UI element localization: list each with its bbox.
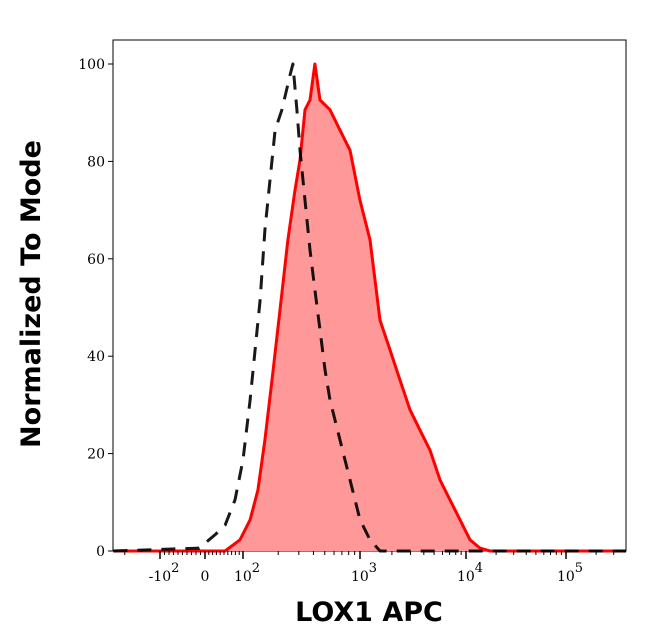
x-tick-exponent: 2 (171, 561, 179, 576)
x-tick-label: 103 (351, 561, 377, 585)
series-0-line (113, 62, 626, 553)
x-tick-base: 0 (201, 569, 210, 585)
series-layer (113, 62, 626, 553)
x-tick-exponent: 4 (475, 561, 483, 576)
y-tick-label: 60 (87, 252, 105, 268)
x-tick-exponent: 3 (369, 561, 377, 576)
y-tick-label: 80 (87, 154, 105, 170)
x-tick-base: 10 (457, 569, 475, 585)
y-axis: 0 20 40 60 80 100 (78, 57, 113, 560)
x-tick-label: 105 (557, 561, 583, 585)
x-tick-base: 10 (351, 569, 369, 585)
series-0-fill (113, 64, 626, 551)
x-tick-label: 104 (457, 561, 483, 585)
x-tick-base: 10 (557, 569, 575, 585)
x-axis-label: LOX1 APC (295, 597, 443, 628)
x-tick-base: 10 (234, 569, 252, 585)
series-1-line (113, 62, 626, 553)
y-tick-label: 40 (87, 349, 105, 365)
y-tick-label: 20 (87, 447, 105, 463)
x-tick-label: 102 (234, 561, 260, 585)
y-axis-label: Normalized To Mode (16, 140, 47, 448)
y-tick-label: 0 (96, 544, 105, 560)
y-tick-label: 100 (78, 57, 105, 73)
x-tick-label: -102 (149, 561, 180, 585)
x-tick-label: 0 (201, 569, 210, 585)
x-tick-exponent: 5 (575, 561, 583, 576)
x-tick-exponent: 2 (252, 561, 260, 576)
x-tick-base: -10 (149, 569, 172, 585)
